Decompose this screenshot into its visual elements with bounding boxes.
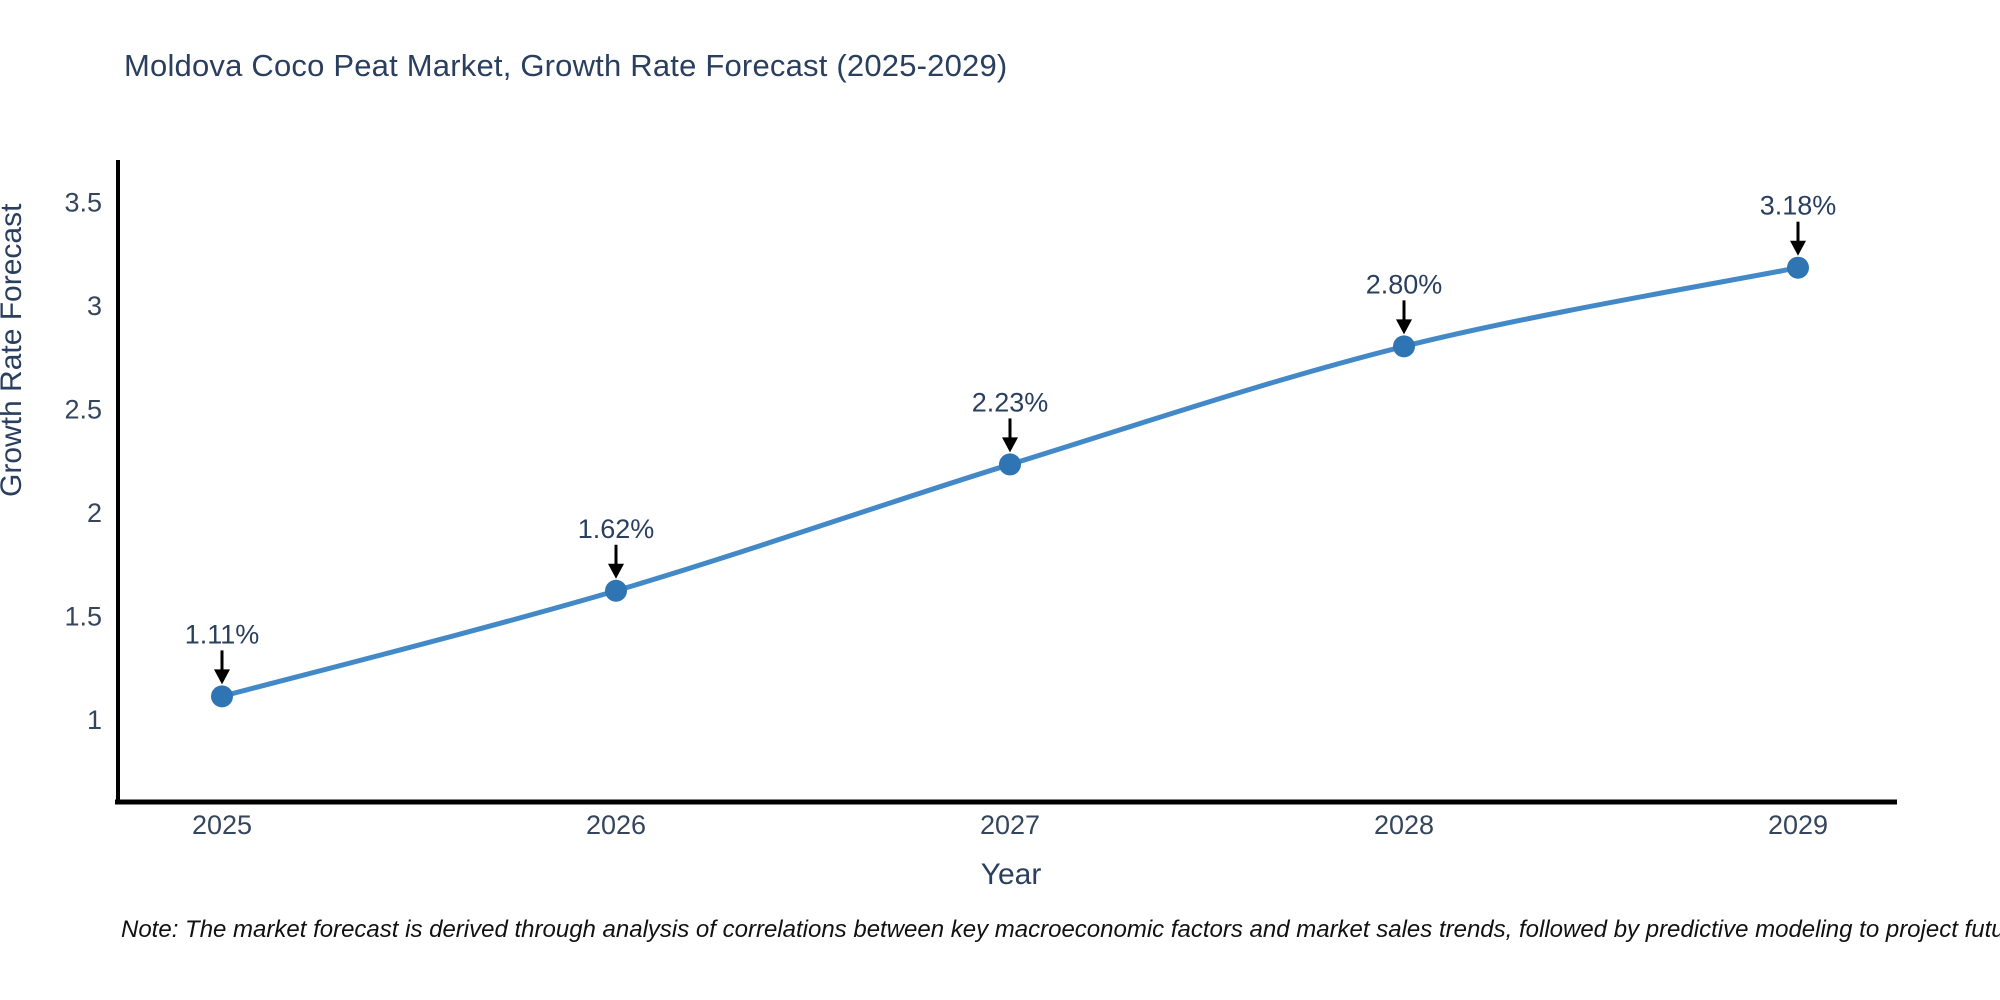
annotation-arrowhead-icon xyxy=(1790,240,1806,256)
data-point-marker xyxy=(605,579,627,602)
x-tick-label: 2025 xyxy=(192,810,252,840)
footnote: Note: The market forecast is derived thr… xyxy=(121,916,2000,943)
point-value-label: 3.18% xyxy=(1760,191,1837,221)
x-tick-label: 2029 xyxy=(1768,810,1828,840)
x-tick-label: 2026 xyxy=(586,810,646,840)
y-tick-label: 1 xyxy=(87,705,102,735)
y-tick-label: 2 xyxy=(87,498,102,528)
annotation-arrowhead-icon xyxy=(214,669,230,685)
y-tick-label: 2.5 xyxy=(64,395,102,425)
x-tick-label: 2028 xyxy=(1374,810,1434,840)
y-tick-label: 3.5 xyxy=(64,187,102,217)
y-tick-label: 1.5 xyxy=(64,602,102,632)
data-point-marker xyxy=(999,453,1021,476)
x-axis-title: Year xyxy=(980,858,1042,891)
x-tick-label: 2027 xyxy=(980,810,1040,840)
annotation-arrowhead-icon xyxy=(608,563,624,579)
annotation-arrowhead-icon xyxy=(1396,319,1412,335)
annotation-arrowhead-icon xyxy=(1002,437,1018,453)
point-value-label: 2.80% xyxy=(1366,269,1443,299)
point-value-label: 1.11% xyxy=(185,619,260,649)
y-tick-label: 3 xyxy=(87,291,102,321)
trend-line xyxy=(219,265,1801,699)
y-axis-title: Growth Rate Forecast xyxy=(0,203,28,497)
point-annotations: 1.11% 1.62% 2.23% 2.80% 3.18% xyxy=(185,191,1837,685)
line-series xyxy=(211,256,1809,708)
point-value-label: 1.62% xyxy=(578,514,655,544)
data-point-marker xyxy=(211,685,233,708)
chart-title: Moldova Coco Peat Market, Growth Rate Fo… xyxy=(124,48,1008,83)
axes xyxy=(115,160,1897,805)
point-value-label: 2.23% xyxy=(972,387,1049,417)
data-point-marker xyxy=(1787,256,1809,279)
data-point-marker xyxy=(1393,335,1415,358)
tick-labels: 1 1.5 2 2.5 3 3.5 2025 2026 2027 2028 2029 xyxy=(64,187,1828,840)
